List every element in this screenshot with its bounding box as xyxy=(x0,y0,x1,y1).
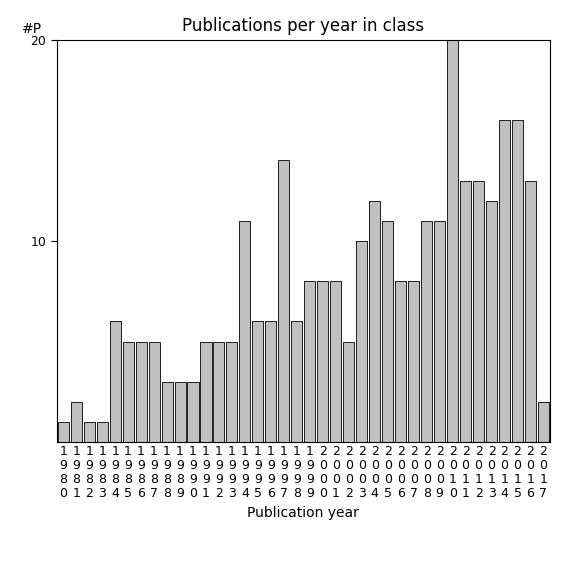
Bar xyxy=(512,120,523,442)
Bar xyxy=(382,221,393,442)
Bar xyxy=(318,281,328,442)
Bar xyxy=(252,321,264,442)
Bar xyxy=(343,341,354,442)
Bar xyxy=(460,180,471,442)
Bar xyxy=(499,120,510,442)
Bar xyxy=(162,382,172,442)
Bar xyxy=(395,281,406,442)
X-axis label: Publication year: Publication year xyxy=(247,506,359,519)
Bar xyxy=(213,341,225,442)
Bar xyxy=(304,281,315,442)
Bar xyxy=(331,281,341,442)
Bar xyxy=(122,341,134,442)
Bar xyxy=(71,402,82,442)
Bar xyxy=(356,241,367,442)
Bar xyxy=(149,341,159,442)
Bar xyxy=(265,321,276,442)
Bar xyxy=(434,221,445,442)
Text: #P: #P xyxy=(22,22,43,36)
Bar xyxy=(408,281,419,442)
Bar xyxy=(421,221,432,442)
Bar xyxy=(58,422,69,442)
Bar xyxy=(109,321,121,442)
Bar xyxy=(84,422,95,442)
Bar xyxy=(538,402,549,442)
Bar xyxy=(96,422,108,442)
Bar xyxy=(447,40,458,442)
Bar xyxy=(369,201,380,442)
Bar xyxy=(291,321,302,442)
Bar xyxy=(201,341,211,442)
Bar xyxy=(278,160,289,442)
Bar xyxy=(486,201,497,442)
Bar xyxy=(239,221,251,442)
Bar xyxy=(525,180,536,442)
Bar xyxy=(136,341,147,442)
Bar xyxy=(188,382,198,442)
Title: Publications per year in class: Publications per year in class xyxy=(182,18,425,35)
Bar xyxy=(473,180,484,442)
Bar xyxy=(226,341,238,442)
Bar xyxy=(175,382,185,442)
